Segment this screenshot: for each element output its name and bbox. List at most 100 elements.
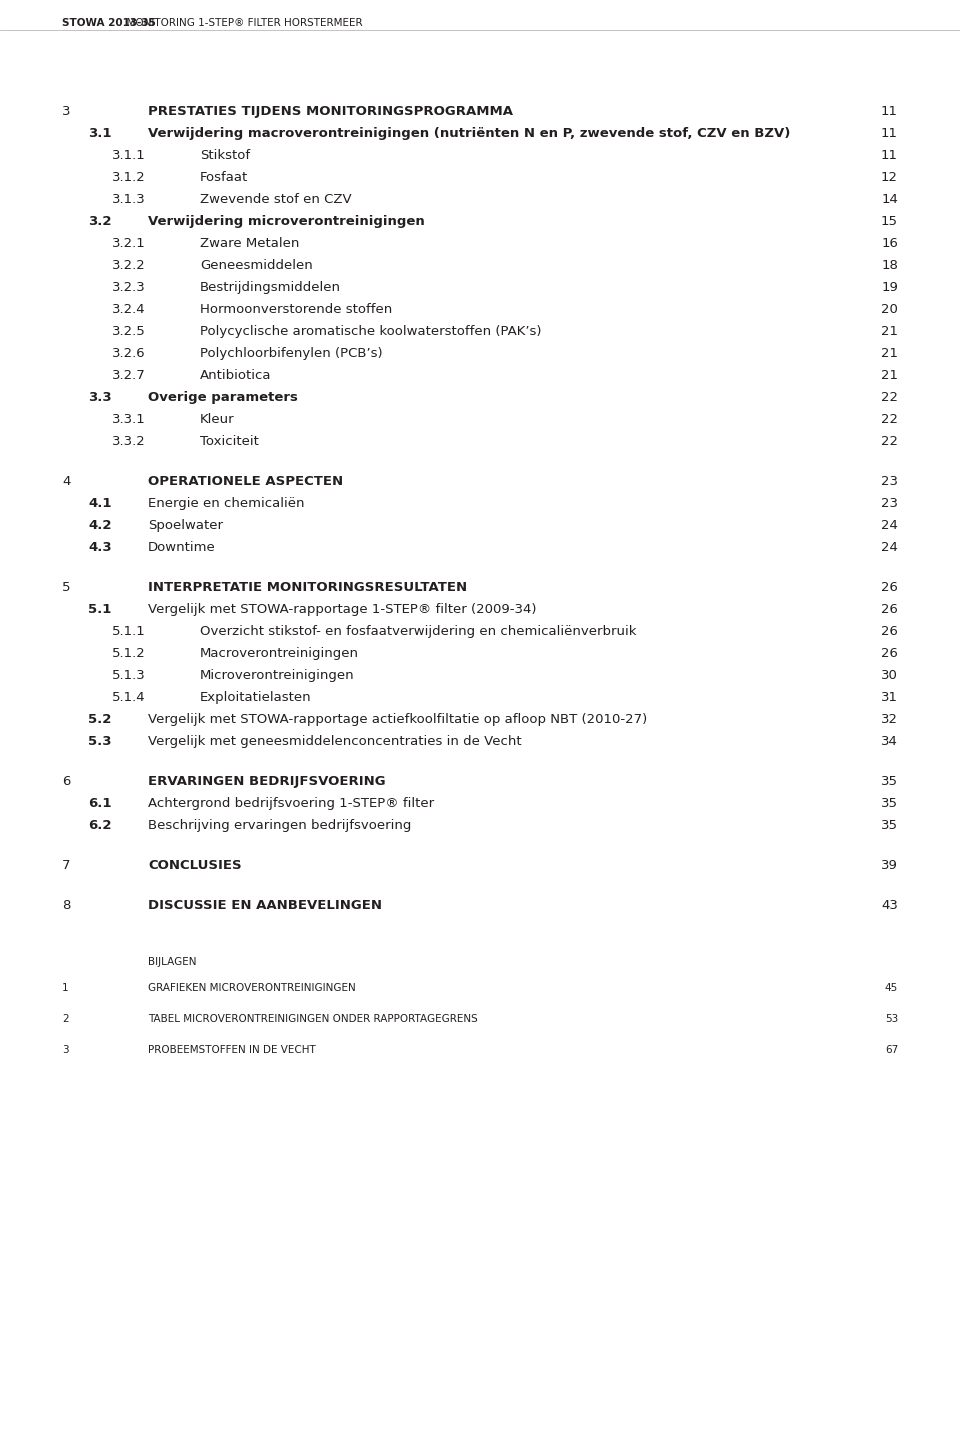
Text: Stikstof: Stikstof: [200, 148, 251, 161]
Text: 3: 3: [62, 1045, 68, 1056]
Text: 35: 35: [881, 819, 898, 832]
Text: 24: 24: [881, 518, 898, 531]
Text: Antibiotica: Antibiotica: [200, 369, 272, 382]
Text: Zwevende stof en CZV: Zwevende stof en CZV: [200, 193, 351, 206]
Text: 3.1: 3.1: [88, 127, 111, 140]
Text: 7: 7: [62, 860, 70, 873]
Text: 26: 26: [881, 647, 898, 660]
Text: 5.1.4: 5.1.4: [112, 691, 146, 704]
Text: 3.1.3: 3.1.3: [112, 193, 146, 206]
Text: OPERATIONELE ASPECTEN: OPERATIONELE ASPECTEN: [148, 475, 343, 488]
Text: 26: 26: [881, 580, 898, 593]
Text: 16: 16: [881, 238, 898, 251]
Text: 3.2.5: 3.2.5: [112, 325, 146, 338]
Text: 3.2.7: 3.2.7: [112, 369, 146, 382]
Text: PROBEEMSTOFFEN IN DE VECHT: PROBEEMSTOFFEN IN DE VECHT: [148, 1045, 316, 1056]
Text: Downtime: Downtime: [148, 541, 216, 554]
Text: 26: 26: [881, 603, 898, 616]
Text: 3.2.1: 3.2.1: [112, 238, 146, 251]
Text: 3.3.1: 3.3.1: [112, 413, 146, 426]
Text: 3.2: 3.2: [88, 215, 111, 228]
Text: Microverontreinigingen: Microverontreinigingen: [200, 670, 354, 683]
Text: 6.2: 6.2: [88, 819, 111, 832]
Text: Vergelijk met geneesmiddelenconcentraties in de Vecht: Vergelijk met geneesmiddelenconcentratie…: [148, 734, 521, 747]
Text: DISCUSSIE EN AANBEVELINGEN: DISCUSSIE EN AANBEVELINGEN: [148, 899, 382, 912]
Text: 21: 21: [881, 325, 898, 338]
Text: 26: 26: [881, 625, 898, 638]
Text: Energie en chemicaliën: Energie en chemicaliën: [148, 497, 304, 510]
Text: 12: 12: [881, 171, 898, 184]
Text: 23: 23: [881, 475, 898, 488]
Text: 4.1: 4.1: [88, 497, 111, 510]
Text: 3.3.2: 3.3.2: [112, 435, 146, 448]
Text: 22: 22: [881, 392, 898, 405]
Text: 3.2.6: 3.2.6: [112, 347, 146, 360]
Text: 6: 6: [62, 775, 70, 788]
Text: 43: 43: [881, 899, 898, 912]
Text: 21: 21: [881, 347, 898, 360]
Text: 3.1.1: 3.1.1: [112, 148, 146, 161]
Text: PRESTATIES TIJDENS MONITORINGSPROGRAMMA: PRESTATIES TIJDENS MONITORINGSPROGRAMMA: [148, 105, 513, 118]
Text: 5.3: 5.3: [88, 734, 111, 747]
Text: 35: 35: [881, 796, 898, 809]
Text: 4: 4: [62, 475, 70, 488]
Text: 39: 39: [881, 860, 898, 873]
Text: Vergelijk met STOWA-rapportage actiefkoolfiltatie op afloop NBT (2010-27): Vergelijk met STOWA-rapportage actiefkoo…: [148, 713, 647, 726]
Text: 14: 14: [881, 193, 898, 206]
Text: Polychloorbifenylen (PCB’s): Polychloorbifenylen (PCB’s): [200, 347, 383, 360]
Text: Toxiciteit: Toxiciteit: [200, 435, 259, 448]
Text: 21: 21: [881, 369, 898, 382]
Text: Spoelwater: Spoelwater: [148, 518, 223, 531]
Text: INTERPRETATIE MONITORINGSRESULTATEN: INTERPRETATIE MONITORINGSRESULTATEN: [148, 580, 468, 593]
Text: CONCLUSIES: CONCLUSIES: [148, 860, 242, 873]
Text: 67: 67: [885, 1045, 898, 1056]
Text: 23: 23: [881, 497, 898, 510]
Text: Beschrijving ervaringen bedrijfsvoering: Beschrijving ervaringen bedrijfsvoering: [148, 819, 412, 832]
Text: 18: 18: [881, 259, 898, 272]
Text: Zware Metalen: Zware Metalen: [200, 238, 300, 251]
Text: 5.1.3: 5.1.3: [112, 670, 146, 683]
Text: BIJLAGEN: BIJLAGEN: [148, 958, 197, 968]
Text: Verwijdering microverontreinigingen: Verwijdering microverontreinigingen: [148, 215, 424, 228]
Text: 19: 19: [881, 281, 898, 294]
Text: 34: 34: [881, 734, 898, 747]
Text: 3.2.2: 3.2.2: [112, 259, 146, 272]
Text: Bestrijdingsmiddelen: Bestrijdingsmiddelen: [200, 281, 341, 294]
Text: 30: 30: [881, 670, 898, 683]
Text: 20: 20: [881, 302, 898, 315]
Text: 3: 3: [62, 105, 70, 118]
Text: Overzicht stikstof- en fosfaatverwijdering en chemicaliënverbruik: Overzicht stikstof- en fosfaatverwijderi…: [200, 625, 636, 638]
Text: 3.1.2: 3.1.2: [112, 171, 146, 184]
Text: Geneesmiddelen: Geneesmiddelen: [200, 259, 313, 272]
Text: 3.2.3: 3.2.3: [112, 281, 146, 294]
Text: 11: 11: [881, 148, 898, 161]
Text: 35: 35: [881, 775, 898, 788]
Text: TABEL MICROVERONTREINIGINGEN ONDER RAPPORTAGEGRENS: TABEL MICROVERONTREINIGINGEN ONDER RAPPO…: [148, 1014, 478, 1024]
Text: 15: 15: [881, 215, 898, 228]
Text: 5.1.1: 5.1.1: [112, 625, 146, 638]
Text: 6.1: 6.1: [88, 796, 111, 809]
Text: 4.3: 4.3: [88, 541, 111, 554]
Text: Macroverontreinigingen: Macroverontreinigingen: [200, 647, 359, 660]
Text: 24: 24: [881, 541, 898, 554]
Text: 5.1: 5.1: [88, 603, 111, 616]
Text: 11: 11: [881, 127, 898, 140]
Text: Vergelijk met STOWA-rapportage 1-STEP® filter (2009-34): Vergelijk met STOWA-rapportage 1-STEP® f…: [148, 603, 537, 616]
Text: Fosfaat: Fosfaat: [200, 171, 249, 184]
Text: Polycyclische aromatische koolwaterstoffen (PAK’s): Polycyclische aromatische koolwaterstoff…: [200, 325, 541, 338]
Text: MONITORING 1-STEP® FILTER HORSTERMEER: MONITORING 1-STEP® FILTER HORSTERMEER: [121, 17, 363, 27]
Text: GRAFIEKEN MICROVERONTREINIGINGEN: GRAFIEKEN MICROVERONTREINIGINGEN: [148, 984, 356, 994]
Text: 2: 2: [62, 1014, 68, 1024]
Text: 8: 8: [62, 899, 70, 912]
Text: 22: 22: [881, 413, 898, 426]
Text: Hormoonverstorende stoffen: Hormoonverstorende stoffen: [200, 302, 393, 315]
Text: Kleur: Kleur: [200, 413, 234, 426]
Text: 32: 32: [881, 713, 898, 726]
Text: 11: 11: [881, 105, 898, 118]
Text: 4.2: 4.2: [88, 518, 111, 531]
Text: 1: 1: [62, 984, 68, 994]
Text: 22: 22: [881, 435, 898, 448]
Text: Achtergrond bedrijfsvoering 1-STEP® filter: Achtergrond bedrijfsvoering 1-STEP® filt…: [148, 796, 434, 809]
Text: 5.1.2: 5.1.2: [112, 647, 146, 660]
Text: STOWA 2013-35: STOWA 2013-35: [62, 17, 156, 27]
